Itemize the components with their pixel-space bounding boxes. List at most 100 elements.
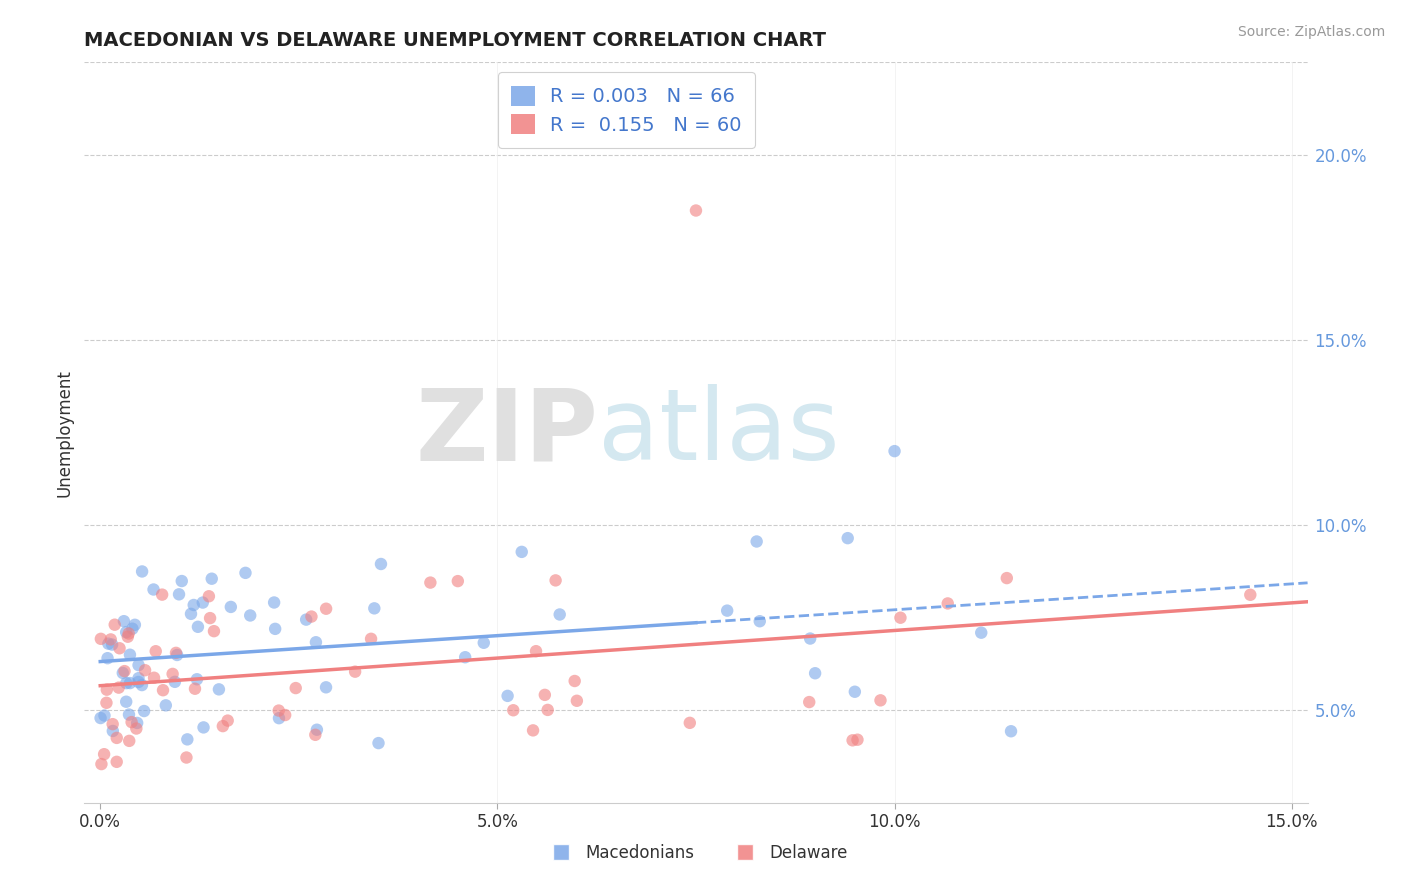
Point: [191, 596, 214, 610]
Point: [187, 620, 209, 634]
Point: [118, 648, 141, 662]
Point: [267, 704, 290, 718]
Point: [101, 717, 124, 731]
Point: [101, 723, 124, 738]
Point: [93, 747, 115, 762]
Point: [263, 595, 285, 609]
Legend: Macedonians, Delaware: Macedonians, Delaware: [537, 838, 855, 869]
Text: MACEDONIAN VS DELAWARE UNEMPLOYMENT CORRELATION CHART: MACEDONIAN VS DELAWARE UNEMPLOYMENT CORR…: [84, 31, 827, 50]
Point: [748, 614, 770, 628]
Point: [472, 636, 495, 650]
Point: [125, 722, 148, 736]
Point: [104, 617, 127, 632]
Point: [132, 704, 155, 718]
Point: [295, 613, 318, 627]
Point: [1000, 724, 1022, 739]
Point: [183, 598, 205, 612]
Point: [235, 566, 257, 580]
Point: [524, 644, 547, 658]
Point: [96, 696, 118, 710]
Point: [837, 531, 859, 545]
Point: [202, 624, 225, 639]
Point: [370, 557, 392, 571]
Point: [284, 681, 307, 695]
Point: [198, 589, 221, 603]
Point: [145, 644, 167, 658]
Point: [217, 714, 239, 728]
Point: [363, 601, 385, 615]
Point: [170, 574, 193, 588]
Point: [143, 671, 166, 685]
Point: [970, 625, 993, 640]
Point: [522, 723, 544, 738]
Point: [115, 695, 138, 709]
Point: [565, 694, 588, 708]
Point: [105, 755, 128, 769]
Point: [305, 635, 328, 649]
Point: [360, 632, 382, 646]
Point: [108, 641, 131, 656]
Point: [301, 609, 323, 624]
Point: [534, 688, 557, 702]
Point: [804, 666, 827, 681]
Point: [121, 622, 143, 636]
Point: [155, 698, 177, 713]
Point: [198, 611, 221, 625]
Point: [544, 574, 567, 588]
Point: [305, 723, 328, 737]
Point: [496, 689, 519, 703]
Point: [510, 545, 533, 559]
Point: [142, 582, 165, 597]
Point: [131, 678, 153, 692]
Point: [315, 681, 337, 695]
Point: [201, 572, 224, 586]
Point: [128, 671, 150, 685]
Point: [844, 685, 866, 699]
Point: [344, 665, 367, 679]
Point: [163, 674, 186, 689]
Point: [100, 632, 122, 647]
Point: [162, 667, 184, 681]
Point: [208, 682, 231, 697]
Point: [96, 651, 118, 665]
Point: [367, 736, 389, 750]
Point: [679, 715, 702, 730]
Point: [685, 203, 707, 218]
Point: [846, 732, 869, 747]
Point: [118, 626, 141, 640]
Point: [936, 596, 959, 610]
Point: [152, 683, 174, 698]
Text: Source: ZipAtlas.com: Source: ZipAtlas.com: [1237, 25, 1385, 39]
Point: [118, 676, 141, 690]
Point: [167, 587, 190, 601]
Point: [799, 695, 821, 709]
Point: [118, 734, 141, 748]
Point: [128, 658, 150, 673]
Point: [995, 571, 1018, 585]
Point: [447, 574, 470, 588]
Point: [124, 617, 146, 632]
Point: [537, 703, 560, 717]
Point: [117, 630, 139, 644]
Point: [97, 637, 120, 651]
Point: [239, 608, 262, 623]
Point: [274, 708, 297, 723]
Point: [419, 575, 441, 590]
Point: [115, 625, 138, 640]
Point: [115, 676, 138, 690]
Point: [114, 664, 136, 678]
Y-axis label: Unemployment: Unemployment: [55, 368, 73, 497]
Point: [166, 648, 188, 662]
Point: [564, 673, 586, 688]
Point: [134, 663, 156, 677]
Point: [127, 715, 149, 730]
Point: [101, 638, 124, 652]
Point: [105, 731, 128, 745]
Point: [841, 733, 863, 747]
Point: [118, 707, 141, 722]
Text: atlas: atlas: [598, 384, 839, 481]
Point: [90, 632, 112, 646]
Point: [184, 681, 207, 696]
Point: [799, 632, 821, 646]
Point: [186, 673, 208, 687]
